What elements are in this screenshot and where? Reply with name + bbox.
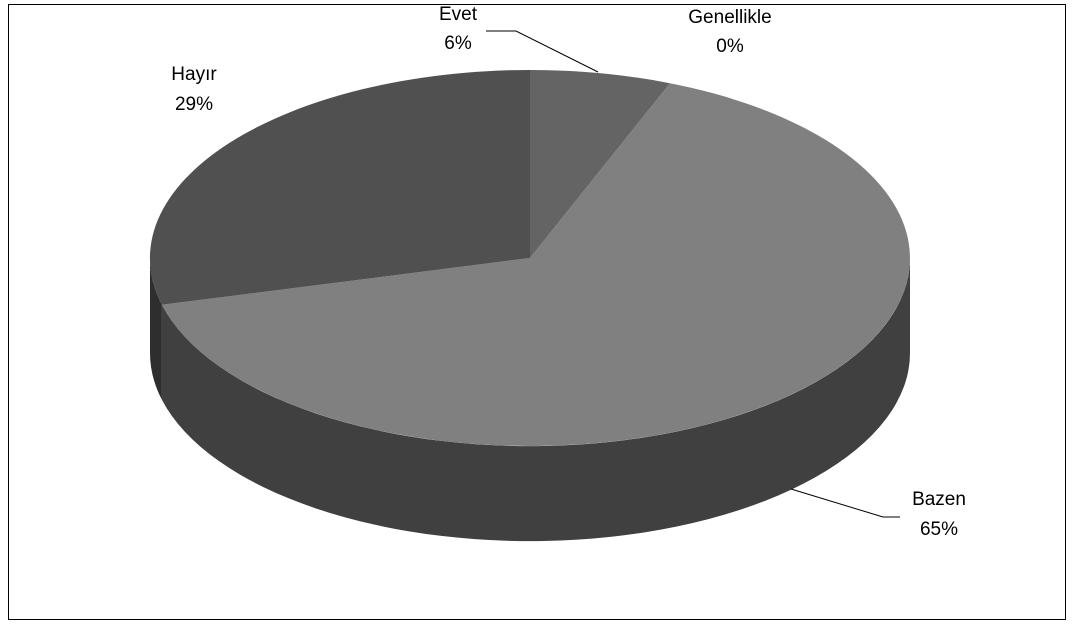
slice-evet: [530, 69, 670, 258]
label-genellikle-name: Genellikle: [688, 7, 771, 28]
slice-side-bazen: [161, 258, 911, 542]
label-hayir-name: Hayır: [171, 64, 217, 85]
label-genellikle-value: 0%: [716, 36, 744, 57]
leader-line-evet: [486, 30, 599, 73]
label-evet-value: 6%: [444, 33, 472, 54]
label-evet-name: Evet: [439, 4, 478, 25]
label-bazen-value: 65%: [920, 519, 958, 540]
label-hayir-value: 29%: [175, 94, 213, 115]
slice-hayir: [149, 70, 530, 305]
slice-side-hayir: [149, 258, 162, 400]
label-bazen-name: Bazen: [912, 489, 966, 510]
leader-line-bazen: [790, 488, 900, 518]
slice-bazen: [161, 83, 910, 446]
